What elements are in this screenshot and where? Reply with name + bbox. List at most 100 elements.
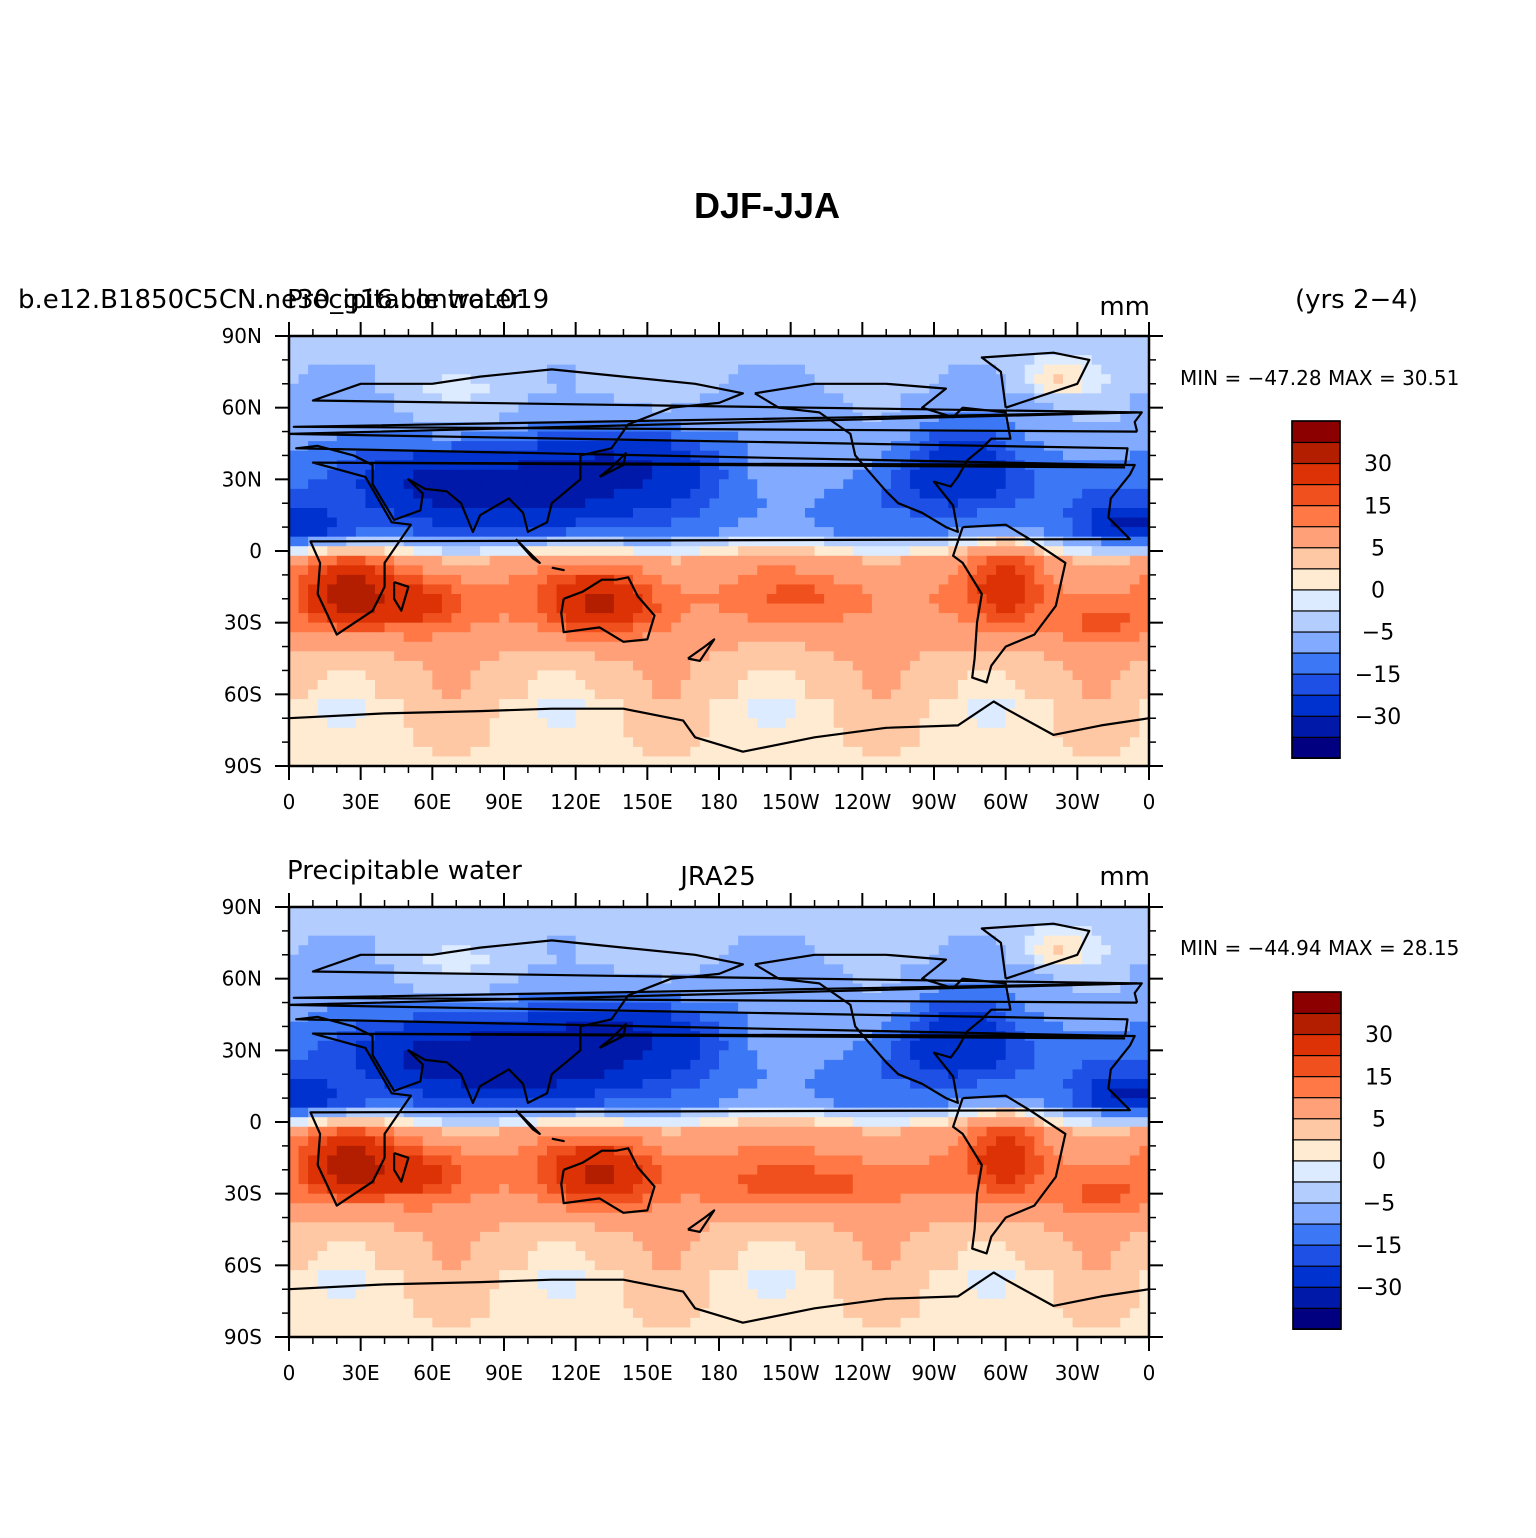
heatmap-cell xyxy=(1110,708,1121,719)
heatmap-cell xyxy=(394,402,405,414)
heatmap-cell xyxy=(891,945,902,956)
heatmap-cell xyxy=(776,622,787,633)
heatmap-cell xyxy=(613,964,625,975)
heatmap-cell xyxy=(910,680,921,691)
heatmap-cell xyxy=(480,954,491,965)
heatmap-cell xyxy=(575,488,586,500)
heatmap-cell xyxy=(489,660,500,672)
heatmap-cell xyxy=(862,689,873,700)
heatmap-cell xyxy=(355,907,367,918)
heatmap-cell xyxy=(891,727,902,738)
heatmap-cell xyxy=(852,383,863,394)
heatmap-cell xyxy=(1043,622,1055,633)
heatmap-cell xyxy=(805,670,816,681)
heatmap-cell xyxy=(489,718,500,729)
heatmap-cell xyxy=(833,651,844,662)
heatmap-cell xyxy=(489,737,500,748)
heatmap-cell xyxy=(327,441,338,452)
heatmap-cell xyxy=(394,393,405,404)
heatmap-cell xyxy=(384,412,395,423)
heatmap-cell xyxy=(642,527,653,538)
heatmap-cell xyxy=(508,746,519,758)
heatmap-cell xyxy=(508,935,519,946)
heatmap-cell xyxy=(690,498,701,509)
heatmap-cell xyxy=(642,916,653,927)
heatmap-cell xyxy=(719,402,730,414)
heatmap-cell xyxy=(871,651,883,662)
heatmap-cell xyxy=(604,546,615,557)
heatmap-cell xyxy=(661,964,672,975)
heatmap-cell xyxy=(441,603,453,614)
heatmap-cell xyxy=(900,355,911,366)
heatmap-cell xyxy=(604,689,615,700)
heatmap-cell xyxy=(1034,498,1045,509)
heatmap-cell xyxy=(1024,450,1035,461)
heatmap-cell xyxy=(709,632,720,643)
heatmap-cell xyxy=(1034,613,1045,624)
heatmap-cell xyxy=(690,364,701,375)
heatmap-cell xyxy=(1024,718,1035,729)
heatmap-cell xyxy=(585,546,596,557)
heatmap-cell xyxy=(594,565,605,576)
heatmap-cell xyxy=(843,746,854,758)
heatmap-cell xyxy=(833,954,844,965)
heatmap-cell xyxy=(1043,393,1055,404)
heatmap-cell xyxy=(480,756,491,767)
heatmap-cell xyxy=(766,964,777,975)
heatmap-cell xyxy=(633,412,644,423)
heatmap-cell xyxy=(1091,613,1102,624)
heatmap-cell xyxy=(346,983,357,994)
heatmap-cell xyxy=(298,708,309,719)
heatmap-cell xyxy=(948,907,959,918)
heatmap-cell xyxy=(613,622,625,633)
heatmap-cell xyxy=(766,660,777,672)
heatmap-cell xyxy=(910,926,921,937)
heatmap-cell xyxy=(680,336,691,347)
heatmap-cell xyxy=(422,641,433,652)
heatmap-cell xyxy=(642,383,653,394)
heatmap-cell xyxy=(441,670,453,681)
heatmap-cell xyxy=(489,393,500,404)
heatmap-cell xyxy=(575,517,586,528)
heatmap-cell xyxy=(585,345,596,356)
heatmap-cell xyxy=(900,954,911,965)
heatmap-cell xyxy=(661,699,672,710)
heatmap-cell xyxy=(948,555,959,566)
heatmap-cell xyxy=(566,926,577,937)
heatmap-cell xyxy=(1043,565,1055,576)
heatmap-cell xyxy=(470,527,481,538)
heatmap-cell xyxy=(757,527,768,538)
heatmap-cell xyxy=(1005,954,1016,965)
heatmap-cell xyxy=(766,393,777,404)
heatmap-cell xyxy=(785,508,797,519)
heatmap-cell xyxy=(298,964,309,975)
heatmap-cell xyxy=(298,641,309,652)
heatmap-cell xyxy=(709,412,720,423)
heatmap-cell xyxy=(1101,632,1112,643)
heatmap-cell xyxy=(661,527,672,538)
heatmap-cell xyxy=(327,469,338,480)
heatmap-cell xyxy=(537,517,548,528)
heatmap-cell xyxy=(1139,412,1150,423)
heatmap-cell xyxy=(623,393,634,404)
heatmap-cell xyxy=(957,345,969,356)
heatmap-cell xyxy=(547,508,558,519)
heatmap-cell xyxy=(1110,527,1121,538)
heatmap-cell xyxy=(699,393,711,404)
heatmap-cell xyxy=(996,680,1007,691)
heatmap-cell xyxy=(470,964,481,975)
heatmap-cell xyxy=(1005,469,1016,480)
heatmap-cell xyxy=(1072,632,1083,643)
heatmap-cell xyxy=(518,708,529,719)
heatmap-cell xyxy=(919,641,930,652)
heatmap-cell xyxy=(451,450,462,461)
heatmap-cell xyxy=(795,746,806,758)
heatmap-cell xyxy=(633,727,644,738)
heatmap-cell xyxy=(566,622,577,633)
heatmap-cell xyxy=(881,954,892,965)
heatmap-cell xyxy=(948,527,959,538)
heatmap-cell xyxy=(1034,336,1045,347)
heatmap-cell xyxy=(527,916,539,927)
heatmap-cell xyxy=(375,488,386,500)
heatmap-cell xyxy=(1120,935,1131,946)
